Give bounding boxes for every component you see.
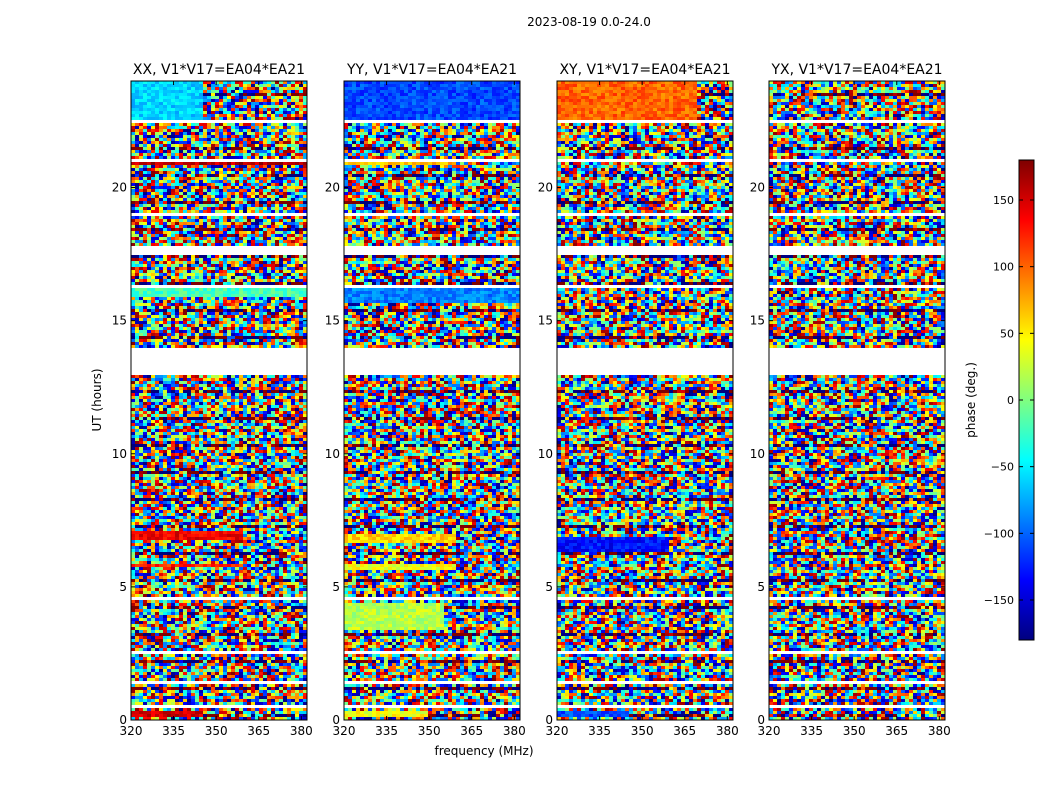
y-tick-label: 5 [757, 580, 765, 594]
panels: XX, V1*V17=EA04*EA21 320 335 350 365 380 0 5 10 1… [112, 62, 951, 738]
panel-frame [130, 80, 308, 721]
figure-suptitle: 2023-08-19 0.0-24.0 [527, 15, 651, 29]
y-tick-label: 0 [119, 713, 127, 727]
panel-3: XY, V1*V17=EA04*EA21 320 335 350 365 380 0 5 10 1… [538, 62, 739, 738]
colorbar: 150 100 50 0 −50 −100 −150 phase (deg.) [964, 159, 1035, 641]
panel-title: YY, V1*V17=EA04*EA21 [346, 62, 517, 78]
phase-heatmap [557, 81, 733, 720]
y-tick-label: 5 [332, 580, 340, 594]
x-axis-label: frequency (MHz) [434, 744, 533, 758]
y-tick-label: 10 [750, 447, 765, 461]
y-tick-label: 15 [325, 314, 340, 328]
x-tick-label: 350 [631, 724, 654, 738]
y-tick-label: 0 [757, 713, 765, 727]
panel-title: XY, V1*V17=EA04*EA21 [559, 62, 730, 78]
colorbar-tick-label: 0 [1007, 394, 1014, 407]
x-tick-label: 320 [546, 724, 569, 738]
x-tick-label: 380 [503, 724, 526, 738]
x-tick-label: 320 [758, 724, 781, 738]
y-tick-label: 5 [545, 580, 553, 594]
colorbar-tick-label: 100 [993, 261, 1014, 274]
panel-frame [556, 80, 734, 721]
x-tick-label: 335 [162, 724, 185, 738]
panel-frame [768, 80, 946, 721]
y-tick-label: 20 [112, 181, 127, 195]
y-tick-label: 20 [325, 181, 340, 195]
colorbar-ticks: 150 100 50 0 −50 −100 −150 [984, 194, 1034, 607]
y-axis-label: UT (hours) [90, 368, 104, 431]
y-tick-label: 5 [119, 580, 127, 594]
y-tick-label: 20 [750, 181, 765, 195]
y-tick-label: 20 [538, 181, 553, 195]
phase-heatmap [769, 81, 945, 720]
y-tick-label: 10 [112, 447, 127, 461]
colorbar-tick-label: 50 [1000, 327, 1014, 340]
colorbar-tick-label: 150 [993, 194, 1014, 207]
panel-2: YY, V1*V17=EA04*EA21 320 335 350 365 380 0 5 10 1… [325, 62, 526, 738]
panel-frame [343, 80, 521, 721]
panel-title: YX, V1*V17=EA04*EA21 [770, 62, 942, 78]
panel-4: YX, V1*V17=EA04*EA21 320 335 350 365 380 0 5 10 1… [750, 62, 951, 738]
x-tick-label: 320 [333, 724, 356, 738]
x-tick-label: 365 [885, 724, 908, 738]
colorbar-label: phase (deg.) [964, 362, 978, 438]
x-tick-label: 380 [290, 724, 313, 738]
y-tick-label: 15 [112, 314, 127, 328]
x-tick-label: 365 [460, 724, 483, 738]
panel-1: XX, V1*V17=EA04*EA21 320 335 350 365 380 0 5 10 1… [112, 62, 313, 738]
x-tick-label: 380 [716, 724, 739, 738]
phase-heatmap [131, 81, 307, 720]
y-tick-label: 0 [545, 713, 553, 727]
panel-title: XX, V1*V17=EA04*EA21 [133, 62, 305, 78]
y-tick-label: 15 [750, 314, 765, 328]
x-tick-label: 350 [205, 724, 228, 738]
y-tick-label: 10 [325, 447, 340, 461]
x-tick-label: 365 [247, 724, 270, 738]
x-tick-label: 350 [843, 724, 866, 738]
phase-heatmap [344, 81, 520, 720]
y-tick-label: 0 [332, 713, 340, 727]
x-tick-label: 335 [375, 724, 398, 738]
colorbar-tick-label: −100 [984, 527, 1014, 540]
colorbar-tick-label: −150 [984, 594, 1014, 607]
x-tick-label: 350 [418, 724, 441, 738]
colorbar-tick-label: −50 [991, 461, 1014, 474]
x-tick-label: 335 [800, 724, 823, 738]
x-tick-label: 335 [588, 724, 611, 738]
x-tick-label: 320 [120, 724, 143, 738]
x-tick-label: 365 [673, 724, 696, 738]
y-tick-label: 10 [538, 447, 553, 461]
x-tick-label: 380 [928, 724, 951, 738]
y-tick-label: 15 [538, 314, 553, 328]
